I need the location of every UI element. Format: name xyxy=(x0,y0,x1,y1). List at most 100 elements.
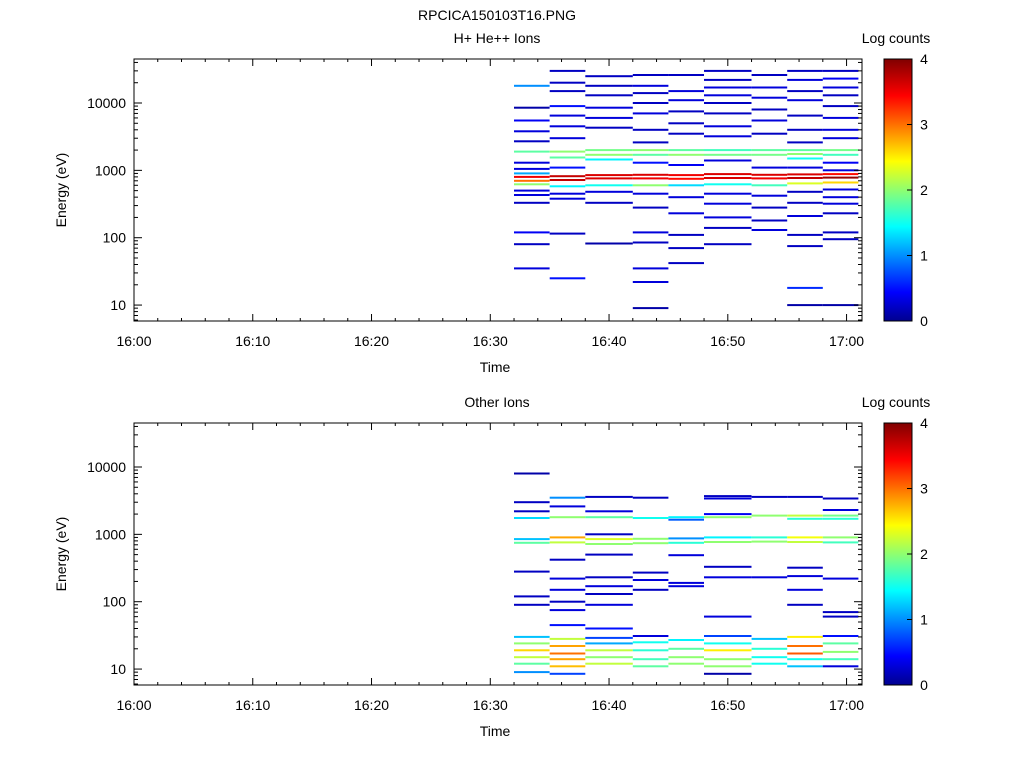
spectrogram-cell xyxy=(549,624,586,627)
spectrogram-cell xyxy=(585,495,633,498)
panel-title: Other Ions xyxy=(464,394,529,410)
spectrogram-cell xyxy=(787,665,823,668)
spectrogram-cell xyxy=(632,641,669,644)
spectrogram-cell xyxy=(822,169,859,172)
spectrogram-cell xyxy=(787,141,823,144)
spectrogram-cell xyxy=(514,201,550,204)
spectrogram-cell xyxy=(787,635,823,638)
spectrogram-cell xyxy=(668,149,704,152)
spectrogram-cell xyxy=(787,149,823,152)
spectrogram-cell xyxy=(514,150,550,153)
spectrogram-cell xyxy=(549,496,586,499)
spectrogram-cell xyxy=(668,233,704,236)
spectrogram-cell xyxy=(668,164,704,166)
spectrogram-cell xyxy=(514,595,550,598)
colorbar-tick-label: 4 xyxy=(920,51,928,67)
spectrogram-cell xyxy=(822,173,859,176)
spectrogram-cell xyxy=(585,242,633,245)
spectrogram-cell xyxy=(514,172,550,175)
spectrogram-cell xyxy=(549,609,586,612)
spectrogram-cell xyxy=(751,86,788,89)
spectrogram-cell xyxy=(822,105,859,108)
spectrogram-cell xyxy=(822,202,859,205)
colorbar-tick-label: 0 xyxy=(920,313,928,329)
spectrogram-cell xyxy=(704,173,752,176)
spectrogram-cell xyxy=(668,647,704,650)
colorbar-ticks: 0 1 2 3 4 xyxy=(907,51,928,329)
spectrogram-cell xyxy=(751,166,788,169)
spectrogram-cell xyxy=(751,540,788,543)
spectrogram-cell xyxy=(668,662,704,665)
spectrogram-cell xyxy=(549,175,586,178)
colorbar-tick-label: 2 xyxy=(920,182,928,198)
x-tick-label: 16:40 xyxy=(592,333,627,349)
spectrogram-cell xyxy=(514,267,550,270)
spectrogram-cell xyxy=(585,184,633,187)
spectrogram-cell xyxy=(632,206,669,209)
spectrogram-cell xyxy=(514,642,550,645)
spectrogram-cell xyxy=(787,286,823,289)
spectrogram-cell xyxy=(632,141,669,144)
spectrogram-cell xyxy=(704,658,752,661)
x-axis-label: Time xyxy=(480,723,511,739)
spectrogram-cell xyxy=(514,194,550,196)
spectrogram-cell xyxy=(549,541,586,544)
x-axis: 16:00 16:10 16:20 16:30 16:40 16:50 17:00 xyxy=(116,59,864,349)
x-tick-label: 16:10 xyxy=(235,697,270,713)
spectrogram-cell xyxy=(585,538,633,541)
spectrogram-cell xyxy=(751,514,788,517)
spectrogram-cell xyxy=(787,658,823,661)
spectrogram-cell xyxy=(585,174,633,177)
spectrogram-cell xyxy=(585,662,633,665)
colorbar-tick-label: 1 xyxy=(920,612,928,628)
spectrogram-cell xyxy=(751,177,788,180)
spectrogram-cell xyxy=(704,226,752,229)
spectrogram-cell xyxy=(704,642,752,645)
spectrogram-cell xyxy=(632,184,669,187)
spectrogram-cell xyxy=(549,69,586,72)
x-tick-label: 17:00 xyxy=(829,697,864,713)
spectrogram-cell xyxy=(632,192,669,195)
spectrogram-cell xyxy=(751,132,788,135)
spectrogram-cell xyxy=(632,658,669,661)
spectrogram-cell xyxy=(704,665,752,668)
spectrogram-cell xyxy=(668,110,704,113)
spectrogram-cell xyxy=(822,86,859,89)
spectrogram-cell xyxy=(549,232,586,235)
spectrogram-cell xyxy=(822,514,859,517)
y-tick-label: 100 xyxy=(103,230,127,246)
spectrogram-cell xyxy=(514,603,550,606)
spectrogram-cell xyxy=(585,636,633,639)
spectrogram-cell xyxy=(585,576,633,579)
spectrogram-cell xyxy=(751,219,788,222)
spectrogram-cell xyxy=(668,74,704,76)
spectrogram-cell xyxy=(704,202,752,205)
spectrogram-cell xyxy=(549,672,586,675)
spectrogram-cell xyxy=(514,510,550,513)
spectrogram-cell xyxy=(549,637,586,640)
spectrogram-cell xyxy=(549,665,586,668)
x-tick-label: 16:50 xyxy=(710,697,745,713)
colorbar-tick-label: 0 xyxy=(920,677,928,693)
spectrogram-cell xyxy=(632,149,669,152)
spectrogram-cell xyxy=(787,190,823,193)
spectrogram-cell xyxy=(751,96,788,99)
plot-background xyxy=(134,423,862,685)
spectrogram-cell xyxy=(822,212,859,215)
spectrogram-cell xyxy=(822,615,859,618)
colorbar-tick-label: 2 xyxy=(920,546,928,562)
spectrogram-cell xyxy=(787,99,823,102)
spectrogram-cell xyxy=(549,536,586,539)
spectrogram-cell xyxy=(514,119,550,122)
spectrogram-cell xyxy=(585,190,633,193)
spectrogram-cell xyxy=(632,84,669,87)
spectrogram-cell xyxy=(751,662,788,665)
spectrogram-cell xyxy=(704,177,752,179)
spectrogram-cell xyxy=(704,243,752,246)
spectrogram-cell xyxy=(549,645,586,647)
y-axis: 10 100 1000 10000 xyxy=(87,425,862,685)
spectrogram-cell xyxy=(787,304,823,307)
spectrogram-cell xyxy=(632,635,669,637)
spectrogram-cell xyxy=(668,174,704,177)
